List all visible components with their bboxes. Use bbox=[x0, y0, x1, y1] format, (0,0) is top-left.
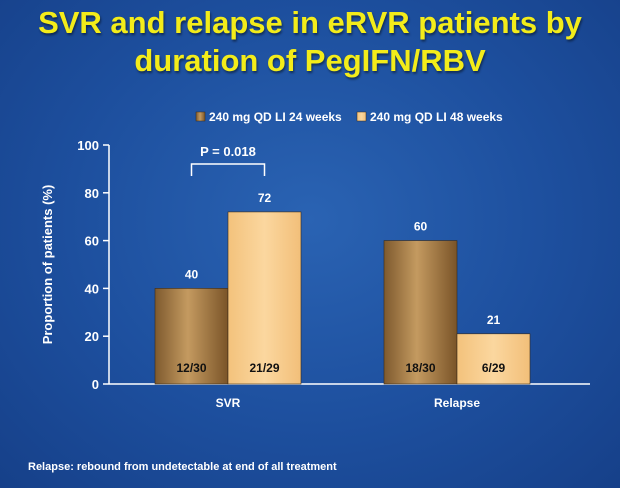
labels: 40 12/30 72 21/29 SVR 60 18/30 21 6/29 Relapse P =… bbox=[176, 144, 505, 410]
value-label: 40 bbox=[185, 267, 199, 281]
value-label: 60 bbox=[414, 220, 428, 234]
legend-label: 240 mg QD LI 24 weeks bbox=[209, 110, 342, 124]
y-tick-label: 60 bbox=[85, 234, 99, 249]
category-label: SVR bbox=[216, 396, 241, 410]
legend-swatch bbox=[195, 111, 206, 122]
value-label: 21 bbox=[487, 313, 501, 327]
legend-label: 240 mg QD LI 48 weeks bbox=[370, 110, 503, 124]
p-value-label: P = 0.018 bbox=[200, 144, 256, 159]
fraction-label: 6/29 bbox=[482, 361, 506, 375]
y-tick-label: 80 bbox=[85, 186, 99, 201]
title-line-2: duration of PegIFN/RBV bbox=[134, 43, 486, 78]
footnote: Relapse: rebound from undetectable at en… bbox=[28, 461, 337, 473]
title-line-1: SVR and relapse in eRVR patients by bbox=[38, 5, 582, 40]
y-axis-label: Proportion of patients (%) bbox=[40, 185, 55, 345]
fraction-label: 12/30 bbox=[176, 361, 206, 375]
legend: 240 mg QD LI 24 weeks 240 mg QD LI 48 wee… bbox=[195, 110, 503, 124]
y-tick-label: 20 bbox=[85, 329, 99, 344]
y-tick-label: 0 bbox=[92, 377, 99, 392]
y-tick-label: 100 bbox=[77, 138, 99, 153]
legend-swatch bbox=[356, 111, 367, 122]
significance-bracket bbox=[190, 163, 266, 176]
bar bbox=[456, 333, 531, 385]
value-label: 72 bbox=[258, 191, 272, 205]
category-label: Relapse bbox=[434, 396, 480, 410]
y-tick-label: 40 bbox=[85, 281, 99, 296]
chart-title: SVR and relapse in eRVR patients by dura… bbox=[0, 4, 620, 80]
bars bbox=[154, 211, 531, 385]
fraction-label: 18/30 bbox=[405, 361, 435, 375]
axes: 0 20 40 60 80 100 Proportion of patients (%) bbox=[40, 138, 590, 392]
bar bbox=[154, 288, 229, 385]
bar bbox=[383, 240, 458, 385]
fraction-label: 21/29 bbox=[249, 361, 279, 375]
bar bbox=[227, 211, 302, 385]
